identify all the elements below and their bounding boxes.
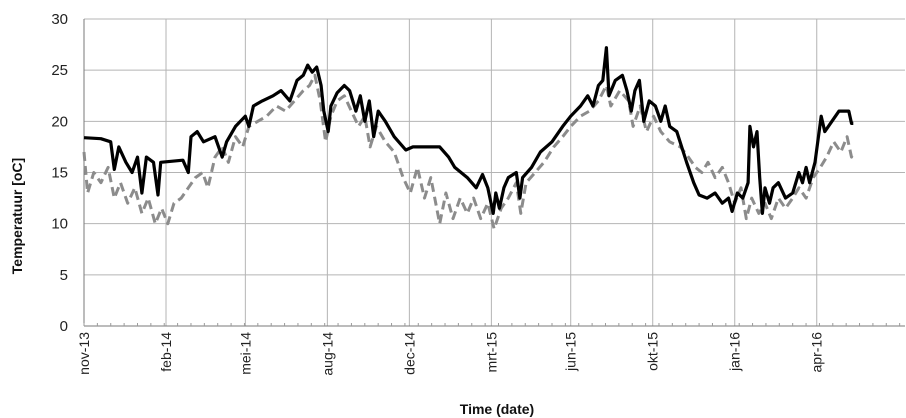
x-axis-title: Time (date) xyxy=(460,401,534,417)
y-tick-labels: 0 5 10 15 20 25 30 xyxy=(51,11,68,335)
x-tick-label: okt-15 xyxy=(645,332,661,371)
x-tick-label: jun-15 xyxy=(563,332,579,372)
y-tick-label: 30 xyxy=(51,11,68,28)
y-tick-label: 20 xyxy=(51,113,68,130)
x-tick-label: dec-14 xyxy=(401,332,417,375)
series-layer xyxy=(82,46,855,231)
solid-series-line xyxy=(83,46,854,215)
y-tick-label: 5 xyxy=(60,267,68,284)
x-tick-label: apr-16 xyxy=(809,332,825,373)
x-tick-labels: nov-13 feb-14 mei-14 aug-14 dec-14 mrt-15 jun-… xyxy=(76,332,825,376)
x-tick-label: nov-13 xyxy=(76,332,92,375)
dashed-series-line xyxy=(82,73,855,231)
x-tick-label: jan-16 xyxy=(727,332,743,372)
y-tick-label: 15 xyxy=(51,165,68,182)
horizontal-gridlines xyxy=(84,18,905,276)
x-tick-label: mei-14 xyxy=(237,332,253,375)
y-tick-label: 25 xyxy=(51,62,68,79)
y-axis-title: Temperatuur [oC] xyxy=(9,158,25,274)
y-tick-label: 0 xyxy=(60,318,68,335)
x-tick-label: aug-14 xyxy=(319,332,335,376)
x-tick-label: feb-14 xyxy=(158,332,174,372)
y-tick-label: 10 xyxy=(51,216,68,233)
axes xyxy=(83,19,905,327)
x-tick-label: mrt-15 xyxy=(483,332,499,373)
